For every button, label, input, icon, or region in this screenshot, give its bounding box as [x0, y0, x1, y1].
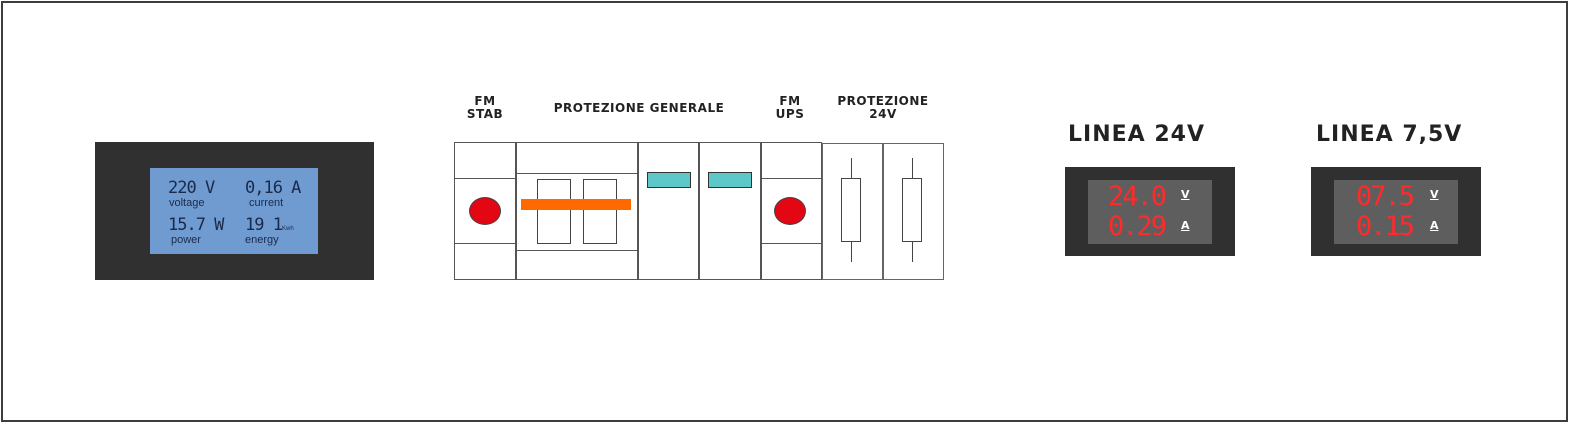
breaker-toggle-bar[interactable]: [521, 199, 631, 210]
divider: [516, 250, 638, 251]
energy-meter-lcd: 220 V voltage 0,16 A current 15.7 W powe…: [150, 168, 318, 254]
energy-label: energy: [245, 234, 279, 246]
power-value: 15.7 W: [168, 215, 224, 235]
status-window: [647, 172, 691, 188]
voltage-label: voltage: [169, 197, 205, 209]
label-fm-stab: FM STAB: [455, 95, 515, 121]
breaker-slot: [583, 179, 617, 244]
linea-7-5v-voltage-unit: V: [1430, 188, 1439, 201]
voltage-value: 220 V: [168, 178, 215, 198]
label-fm-ups-line2: UPS: [775, 107, 805, 121]
fuse-icon: [902, 178, 922, 242]
linea-24v-current-unit: A: [1181, 219, 1190, 232]
label-protezione-generale: PROTEZIONE GENERALE: [553, 101, 725, 115]
linea-7-5v-current: 0.15: [1356, 211, 1415, 242]
status-window: [708, 172, 752, 188]
linea-24v-title: LINEA 24V: [1068, 122, 1205, 147]
linea-24v-display: 24.0 V 0.29 A: [1088, 180, 1212, 244]
label-fm-ups-line1: FM: [779, 94, 801, 108]
label-protezione-24v-line1: PROTEZIONE: [837, 94, 929, 108]
divider: [516, 173, 638, 174]
label-fm-stab-line2: STAB: [466, 107, 504, 121]
linea-7-5v-voltage: 07.5: [1356, 181, 1415, 212]
linea-7-5v-current-unit: A: [1430, 219, 1439, 232]
energy-value: 19 1: [245, 215, 283, 235]
breaker-slot: [537, 179, 571, 244]
energy-unit: Kwh: [282, 226, 294, 232]
linea-24v-current: 0.29: [1108, 211, 1167, 242]
current-value: 0,16 A: [245, 178, 301, 198]
linea-24v-voltage: 24.0: [1108, 181, 1167, 212]
label-fm-ups: FM UPS: [760, 95, 820, 121]
label-fm-stab-line1: FM: [474, 94, 496, 108]
divider: [454, 243, 516, 244]
divider: [454, 178, 516, 179]
label-protezione-24v-line2: 24V: [869, 107, 897, 121]
din-module-teal-2: [699, 142, 761, 280]
fm-ups-indicator: [774, 197, 806, 225]
divider: [761, 178, 822, 179]
fuse-icon: [841, 178, 861, 242]
current-label: current: [249, 197, 284, 209]
din-module-teal-1: [638, 142, 699, 280]
label-protezione-24v: PROTEZIONE 24V: [820, 95, 946, 121]
fm-stab-indicator: [469, 197, 501, 225]
linea-7-5v-display: 07.5 V 0.15 A: [1334, 180, 1458, 244]
linea-24v-voltage-unit: V: [1181, 188, 1190, 201]
power-label: power: [171, 234, 201, 246]
main-protection-breaker[interactable]: [516, 142, 638, 280]
linea-7-5v-title: LINEA 7,5V: [1316, 122, 1463, 147]
divider: [761, 243, 822, 244]
